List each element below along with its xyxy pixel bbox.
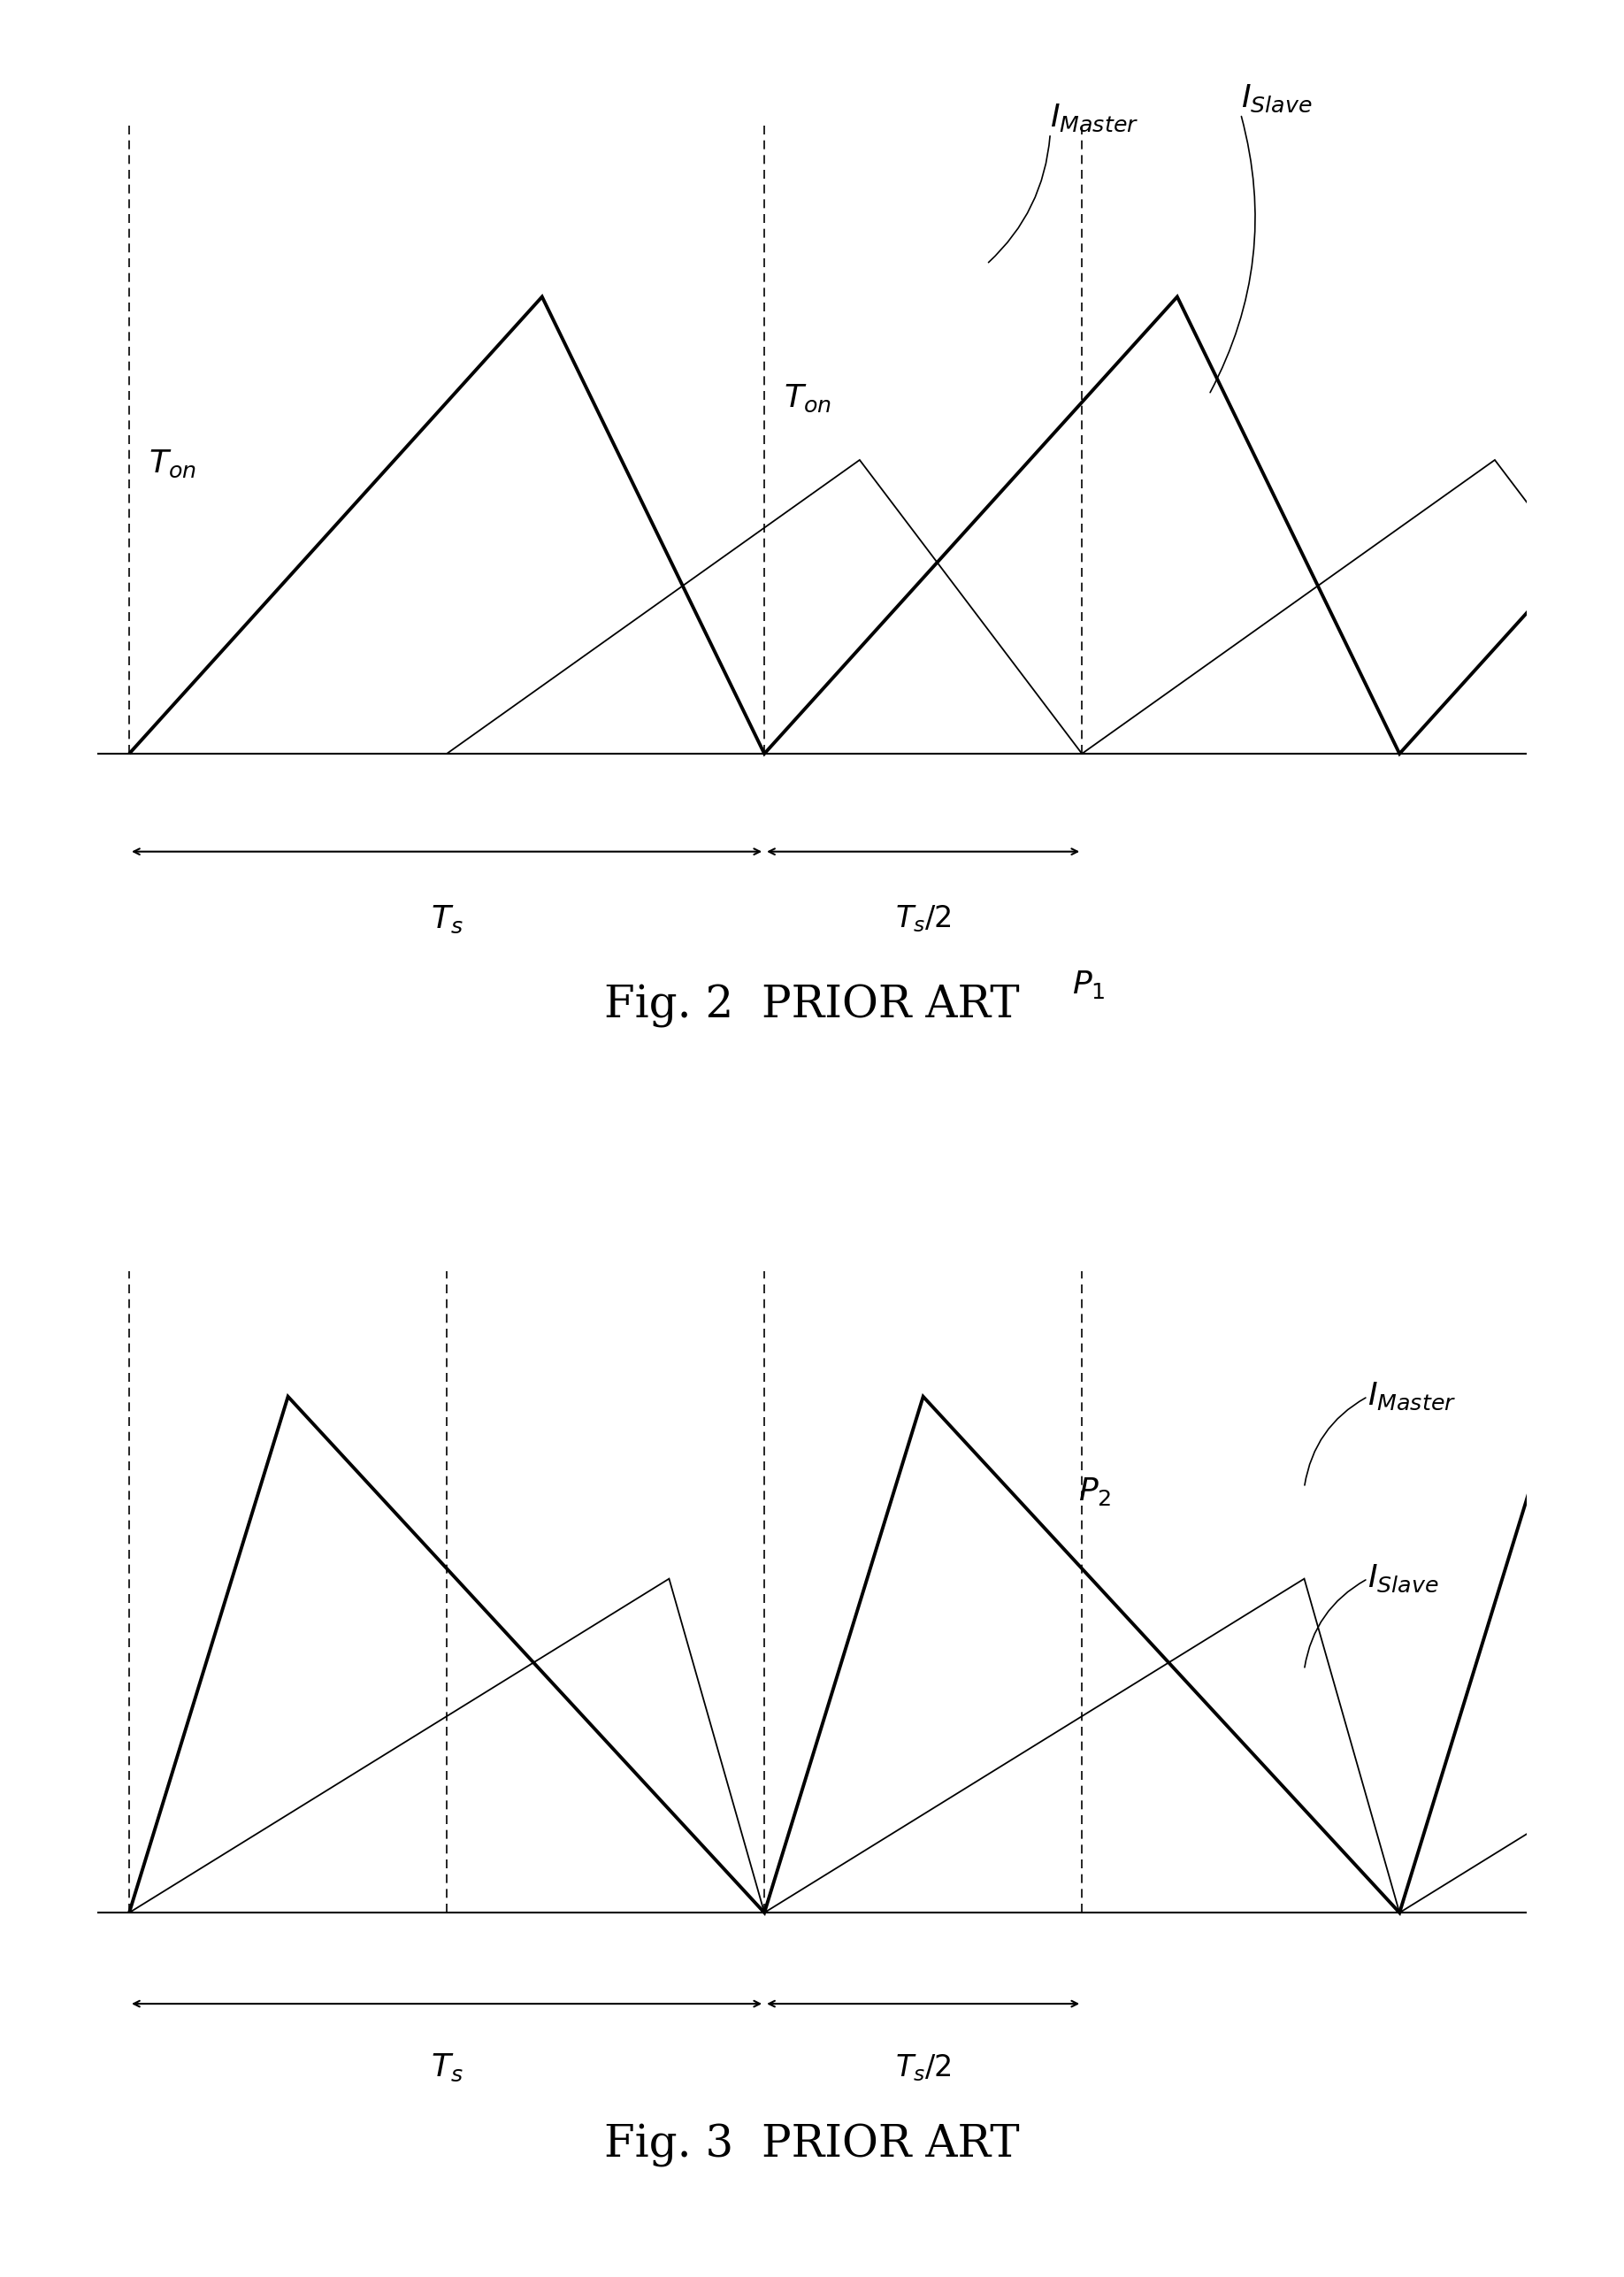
Text: $I_{Slave}$: $I_{Slave}$ xyxy=(1367,1562,1439,1594)
Text: $T_s/2$: $T_s/2$ xyxy=(895,904,952,934)
Text: $T_s$: $T_s$ xyxy=(430,2052,463,2083)
Text: $P_1$: $P_1$ xyxy=(1072,970,1104,1002)
Text: $T_s/2$: $T_s/2$ xyxy=(895,2052,952,2083)
Text: Fig. 3  PRIOR ART: Fig. 3 PRIOR ART xyxy=(604,2124,1020,2168)
Text: $T_s$: $T_s$ xyxy=(430,904,463,936)
Text: Fig. 2  PRIOR ART: Fig. 2 PRIOR ART xyxy=(604,984,1020,1027)
Text: $I_{Master}$: $I_{Master}$ xyxy=(1367,1380,1457,1412)
Text: $P_2$: $P_2$ xyxy=(1078,1475,1111,1507)
Text: $I_{Slave}$: $I_{Slave}$ xyxy=(1241,82,1312,114)
Text: $T_{on}$: $T_{on}$ xyxy=(148,449,197,480)
Text: $T_{on}$: $T_{on}$ xyxy=(783,383,831,414)
Text: $I_{Master}$: $I_{Master}$ xyxy=(1051,102,1138,134)
